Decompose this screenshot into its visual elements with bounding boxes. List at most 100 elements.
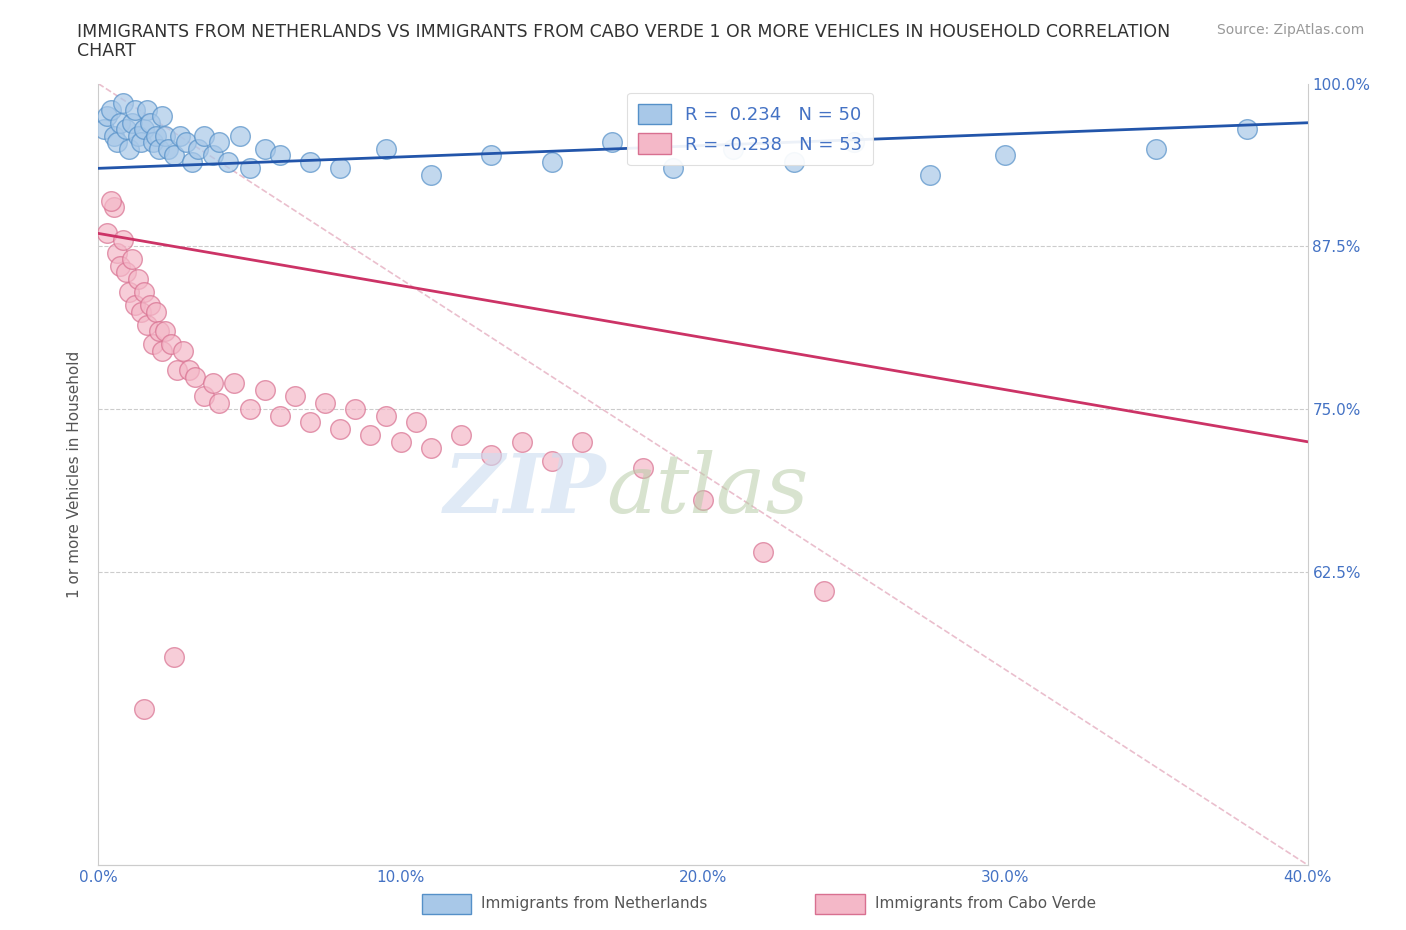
- Point: [139, 115, 162, 130]
- Point: [481, 148, 503, 163]
- Point: [253, 382, 276, 397]
- Point: [723, 141, 745, 156]
- Point: [202, 148, 225, 163]
- Point: [450, 428, 472, 443]
- Text: ZIP: ZIP: [444, 450, 606, 530]
- Point: [329, 161, 352, 176]
- Point: [148, 141, 170, 156]
- Point: [108, 259, 131, 273]
- Point: [269, 148, 291, 163]
- Point: [156, 141, 179, 156]
- Point: [114, 265, 136, 280]
- Point: [994, 148, 1017, 163]
- Point: [105, 135, 128, 150]
- Y-axis label: 1 or more Vehicles in Household: 1 or more Vehicles in Household: [67, 351, 83, 598]
- Point: [132, 701, 155, 716]
- Point: [692, 493, 714, 508]
- Point: [918, 167, 941, 182]
- Point: [166, 363, 188, 378]
- Point: [153, 128, 176, 143]
- Point: [208, 395, 231, 410]
- Point: [179, 363, 201, 378]
- Point: [153, 324, 176, 339]
- Point: [208, 135, 231, 150]
- Point: [124, 298, 146, 312]
- Point: [114, 122, 136, 137]
- Point: [121, 252, 143, 267]
- Point: [148, 324, 170, 339]
- Point: [93, 122, 115, 137]
- Text: Immigrants from Netherlands: Immigrants from Netherlands: [481, 897, 707, 911]
- Point: [1236, 122, 1258, 137]
- Point: [360, 428, 382, 443]
- Point: [374, 141, 396, 156]
- Point: [540, 154, 562, 169]
- Point: [111, 232, 134, 247]
- Point: [118, 285, 141, 299]
- Point: [135, 102, 157, 117]
- Point: [100, 193, 122, 208]
- Point: [124, 102, 146, 117]
- Point: [813, 584, 835, 599]
- Point: [111, 96, 134, 111]
- Point: [329, 421, 352, 436]
- Point: [253, 141, 276, 156]
- Point: [135, 317, 157, 332]
- Text: atlas: atlas: [606, 450, 808, 530]
- Point: [405, 415, 427, 430]
- Point: [661, 161, 683, 176]
- Point: [96, 226, 118, 241]
- Point: [127, 272, 149, 286]
- Point: [299, 415, 322, 430]
- Point: [184, 369, 207, 384]
- Point: [229, 128, 252, 143]
- Point: [132, 285, 155, 299]
- Point: [96, 109, 118, 124]
- Point: [129, 304, 152, 319]
- Point: [142, 135, 165, 150]
- Point: [103, 200, 125, 215]
- Point: [150, 109, 173, 124]
- Point: [344, 402, 367, 417]
- Point: [224, 376, 246, 391]
- Point: [129, 135, 152, 150]
- Text: CHART: CHART: [77, 42, 136, 60]
- Point: [103, 128, 125, 143]
- Point: [631, 460, 654, 475]
- Point: [118, 141, 141, 156]
- Text: IMMIGRANTS FROM NETHERLANDS VS IMMIGRANTS FROM CABO VERDE 1 OR MORE VEHICLES IN : IMMIGRANTS FROM NETHERLANDS VS IMMIGRANT…: [77, 23, 1171, 41]
- Point: [217, 154, 239, 169]
- Point: [163, 148, 186, 163]
- Point: [145, 128, 167, 143]
- Text: Immigrants from Cabo Verde: Immigrants from Cabo Verde: [875, 897, 1095, 911]
- Point: [174, 135, 197, 150]
- Legend: R =  0.234   N = 50, R = -0.238   N = 53: R = 0.234 N = 50, R = -0.238 N = 53: [627, 93, 873, 166]
- Point: [299, 154, 322, 169]
- Point: [420, 167, 443, 182]
- Point: [160, 337, 183, 352]
- Point: [269, 408, 291, 423]
- Point: [602, 135, 624, 150]
- Point: [108, 115, 131, 130]
- Point: [181, 154, 204, 169]
- Point: [132, 122, 155, 137]
- Point: [150, 343, 173, 358]
- Point: [540, 454, 562, 469]
- Point: [172, 343, 194, 358]
- Point: [239, 402, 262, 417]
- Point: [420, 441, 443, 456]
- Point: [100, 102, 122, 117]
- Point: [239, 161, 262, 176]
- Point: [145, 304, 167, 319]
- Point: [844, 135, 866, 150]
- Point: [389, 434, 412, 449]
- Point: [202, 376, 225, 391]
- Point: [284, 389, 307, 404]
- Point: [481, 447, 503, 462]
- Point: [163, 649, 186, 664]
- Point: [105, 246, 128, 260]
- Point: [783, 154, 806, 169]
- Point: [169, 128, 191, 143]
- Point: [571, 434, 593, 449]
- Point: [187, 141, 209, 156]
